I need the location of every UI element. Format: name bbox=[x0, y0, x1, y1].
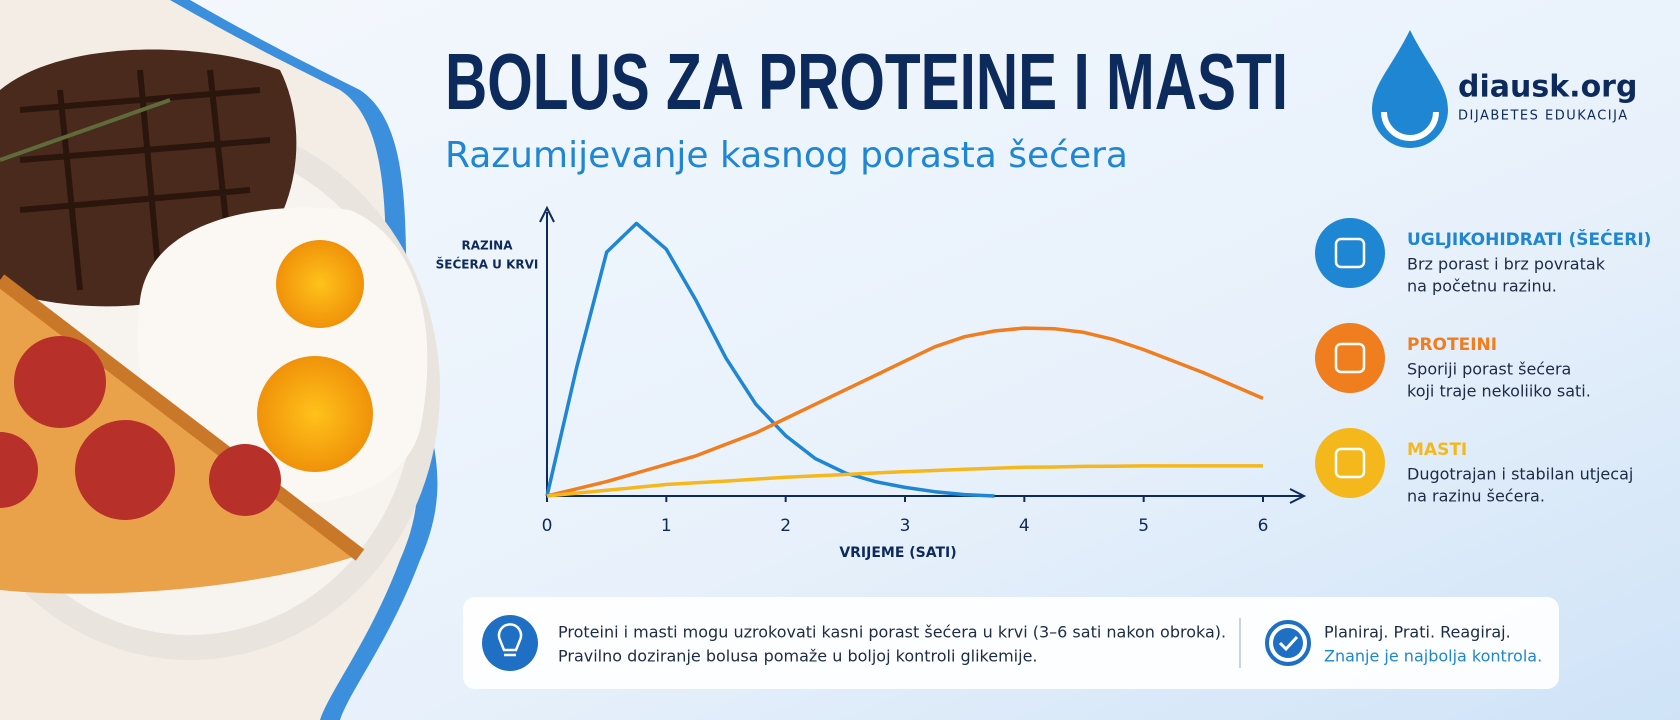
logo: diausk.org DIJABETES EDUKACIJA bbox=[1372, 30, 1637, 148]
legend-description: na početnu razinu. bbox=[1407, 277, 1557, 296]
legend-glyph bbox=[1334, 447, 1366, 479]
legend-description: Brz porast i brz povratak bbox=[1407, 255, 1606, 274]
food-illustration bbox=[0, 49, 440, 660]
legend-name: PROTEINI bbox=[1407, 335, 1497, 355]
logo-name: diausk.org bbox=[1458, 70, 1637, 105]
x-axis-label: VRIJEME (SATI) bbox=[839, 545, 956, 561]
title: BOLUS ZA PROTEINE I MASTI bbox=[445, 37, 1288, 126]
legend-glyph bbox=[1334, 342, 1366, 374]
footer-note: Proteini i masti mogu uzrokovati kasni p… bbox=[558, 623, 1226, 642]
legend-glyph bbox=[1334, 237, 1366, 269]
legend: UGLJIKOHIDRATI (ŠEĆERI) Brz porast i brz … bbox=[1315, 218, 1651, 506]
footer-motto: Planiraj. Prati. Reagiraj. bbox=[1324, 623, 1511, 642]
x-axis bbox=[547, 488, 1307, 504]
y-axis-label: RAZINA bbox=[461, 239, 513, 253]
footer-note: Pravilno doziranje bolusa pomaže u boljo… bbox=[558, 647, 1038, 666]
legend-name: UGLJIKOHIDRATI (ŠEĆERI) bbox=[1407, 228, 1651, 250]
logo-tagline: DIJABETES EDUKACIJA bbox=[1458, 109, 1629, 124]
x-tick-label: 2 bbox=[780, 516, 791, 536]
series-line bbox=[546, 464, 1263, 498]
subtitle: Razumijevanje kasnog porasta šećera bbox=[445, 135, 1128, 176]
legend-description: Sporiji porast šećera bbox=[1407, 360, 1571, 379]
series-line bbox=[546, 326, 1264, 498]
legend-description: koji traje nekoliiko sati. bbox=[1407, 382, 1591, 401]
x-tick-label: 6 bbox=[1258, 516, 1269, 536]
x-tick-label: 0 bbox=[542, 516, 553, 536]
x-tick-label: 4 bbox=[1019, 516, 1030, 536]
x-tick-label: 3 bbox=[900, 516, 911, 536]
y-axis-label: ŠEĆERA U KRVI bbox=[436, 257, 539, 272]
footer-box: Proteini i masti mogu uzrokovati kasni p… bbox=[463, 597, 1559, 689]
y-axis bbox=[539, 205, 555, 496]
legend-icon bbox=[1315, 323, 1385, 393]
legend-name: MASTI bbox=[1407, 440, 1467, 460]
series-line bbox=[545, 221, 995, 498]
legend-icon bbox=[1315, 428, 1385, 498]
legend-icon bbox=[1315, 218, 1385, 288]
legend-description: na razinu šećera. bbox=[1407, 487, 1545, 506]
footer-motto-sub: Znanje je najbolja kontrola. bbox=[1324, 647, 1542, 666]
chart: RAZINA ŠEĆERA U KRVI VRIJEME (SATI) 0 1 2 3… bbox=[436, 205, 1307, 561]
x-tick-label: 1 bbox=[661, 516, 672, 536]
x-tick-label: 5 bbox=[1138, 516, 1149, 536]
legend-description: Dugotrajan i stabilan utjecaj bbox=[1407, 465, 1633, 484]
